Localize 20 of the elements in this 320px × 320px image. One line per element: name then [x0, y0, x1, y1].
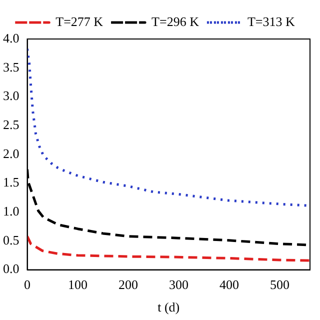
x-tick-label: 400	[219, 277, 239, 292]
y-tick-label: 1.0	[3, 204, 20, 219]
y-tick-label: 4.0	[3, 30, 20, 46]
x-tick-label: 200	[118, 277, 138, 292]
y-tick-label: 3.0	[3, 88, 20, 104]
y-tick-label: 0.0	[3, 261, 20, 276]
x-tick-label: 300	[168, 277, 188, 292]
x-tick-label: 500	[270, 277, 290, 292]
x-axis-title: t (d)	[158, 300, 180, 315]
x-tick-label: 0	[24, 277, 30, 292]
y-tick-label: 2.5	[3, 116, 20, 132]
line-series	[27, 235, 310, 262]
legend-label: T=277 K	[56, 14, 104, 29]
y-tick-label: 0.5	[3, 232, 20, 248]
y-tick-label: 1.5	[3, 174, 20, 190]
x-tick-label: 100	[68, 277, 88, 292]
y-tick-label: 2.0	[3, 146, 20, 161]
y-tick-label: 3.5	[3, 59, 20, 74]
legend-label: T=296 K	[152, 14, 200, 29]
legend-label: T=313 K	[247, 14, 296, 29]
